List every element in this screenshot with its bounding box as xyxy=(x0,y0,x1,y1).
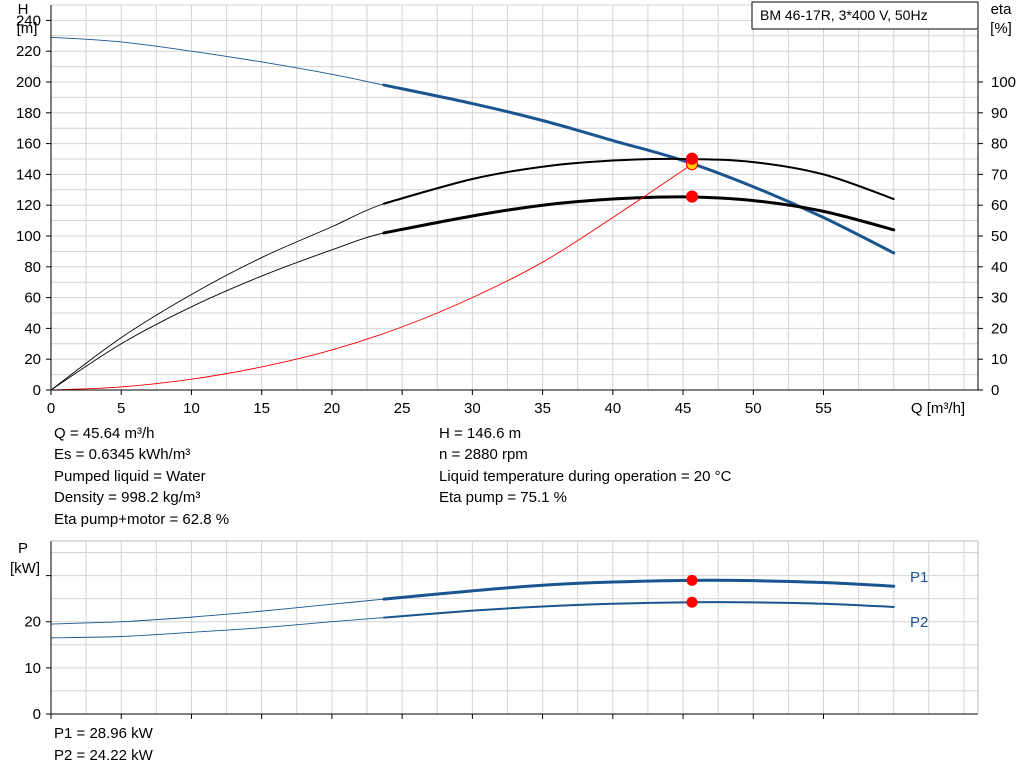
power-axis-unit: [kW] xyxy=(10,560,40,577)
info-eta-pump-motor: Eta pump+motor = 62.8 % xyxy=(54,511,230,528)
duty-point-eta-pump xyxy=(685,152,699,165)
info-n: n = 2880 rpm xyxy=(439,446,528,463)
info-liquid-temp: Liquid temperature during operation = 20… xyxy=(439,468,732,485)
duty-point-p1 xyxy=(686,574,698,586)
y-tick-label-left: 220 xyxy=(16,43,41,60)
y-tick-label-right: 40 xyxy=(991,259,1008,276)
top-chart-grid xyxy=(51,4,978,390)
info-q: Q = 45.64 m³/h xyxy=(54,425,155,442)
y-axis-label-h: H xyxy=(18,1,29,18)
y-tick-label-left: 60 xyxy=(24,290,41,307)
y-tick-label-right: 10 xyxy=(991,351,1008,368)
x-tick-label: 40 xyxy=(604,400,621,417)
x-tick-label: 35 xyxy=(534,400,551,417)
info-liquid: Pumped liquid = Water xyxy=(54,468,206,485)
x-tick-label: 5 xyxy=(117,400,125,417)
info-h: H = 146.6 m xyxy=(439,425,522,442)
x-tick-label: 45 xyxy=(675,400,692,417)
axis-ticks: 0 5 10 15 20 25 30 35 40 45 50 55020406080100120140… xyxy=(16,12,1016,723)
y-axis-unit-eta: [%] xyxy=(990,20,1012,37)
x-tick-label: 10 xyxy=(183,400,200,417)
y-tick-label-right: 0 xyxy=(991,382,999,399)
curve-system-full xyxy=(50,163,693,391)
y-tick-label-left: 240 xyxy=(16,12,41,29)
curve-p1-operating xyxy=(382,578,896,601)
x-tick-label: 0 xyxy=(47,400,55,417)
y-axis-label-eta: eta xyxy=(991,1,1013,18)
duty-point-p2 xyxy=(686,596,698,608)
y-tick-label-left: 140 xyxy=(16,166,41,183)
power-tick-label: 20 xyxy=(24,614,41,631)
y-tick-label-right: 30 xyxy=(991,290,1008,307)
x-tick-label: 30 xyxy=(464,400,481,417)
y-tick-label-left: 100 xyxy=(16,228,41,245)
x-tick-label: 55 xyxy=(815,400,832,417)
y-tick-label-left: 80 xyxy=(24,259,41,276)
y-tick-label-left: 160 xyxy=(16,136,41,153)
info-es: Es = 0.6345 kWh/m³ xyxy=(54,446,191,463)
power-p1: P1 = 28.96 kW xyxy=(54,725,153,742)
y-tick-label-left: 0 xyxy=(33,382,41,399)
y-tick-label-right: 50 xyxy=(991,228,1008,245)
info-density: Density = 998.2 kg/m³ xyxy=(54,489,201,506)
power-tick-label: 10 xyxy=(24,660,41,677)
x-tick-label: 25 xyxy=(394,400,411,417)
duty-points xyxy=(685,152,699,608)
legend-p2: P2 xyxy=(910,614,928,631)
y-tick-label-right: 70 xyxy=(991,166,1008,183)
curve-p2-operating xyxy=(382,601,895,619)
y-tick-label-right: 100 xyxy=(991,74,1016,91)
legend-p1: P1 xyxy=(910,569,928,586)
y-tick-label-left: 200 xyxy=(16,74,41,91)
power-tick-label: 0 xyxy=(33,706,41,723)
bottom-chart-curves xyxy=(50,578,896,639)
power-p2: P2 = 24.22 kW xyxy=(54,747,153,764)
x-tick-label: 20 xyxy=(324,400,341,417)
y-tick-label-right: 90 xyxy=(991,105,1008,122)
curve-h-operating xyxy=(382,83,896,255)
curve-eta_pump-operating xyxy=(382,157,895,205)
top-chart-curves xyxy=(50,36,896,391)
y-tick-label-right: 60 xyxy=(991,197,1008,214)
info-eta-pump: Eta pump = 75.1 % xyxy=(439,489,567,506)
bottom-chart-grid xyxy=(51,541,978,714)
y-tick-label-left: 180 xyxy=(16,105,41,122)
y-tick-label-right: 80 xyxy=(991,136,1008,153)
y-tick-label-right: 20 xyxy=(991,320,1008,337)
title-box xyxy=(751,1,979,30)
y-tick-label-left: 40 xyxy=(24,320,41,337)
power-axis-label: P xyxy=(18,540,28,557)
curve-eta_pump_motor-operating xyxy=(382,195,896,235)
duty-point-eta-pump-motor xyxy=(685,190,699,203)
x-axis-label: Q [m³/h] xyxy=(911,400,965,417)
x-tick-label: 50 xyxy=(745,400,762,417)
x-tick-label: 15 xyxy=(253,400,270,417)
y-axis-unit-h: [m] xyxy=(17,20,38,37)
y-tick-label-left: 120 xyxy=(16,197,41,214)
chart-title: BM 46-17R, 3*400 V, 50Hz xyxy=(760,7,928,23)
y-tick-label-left: 20 xyxy=(24,351,41,368)
